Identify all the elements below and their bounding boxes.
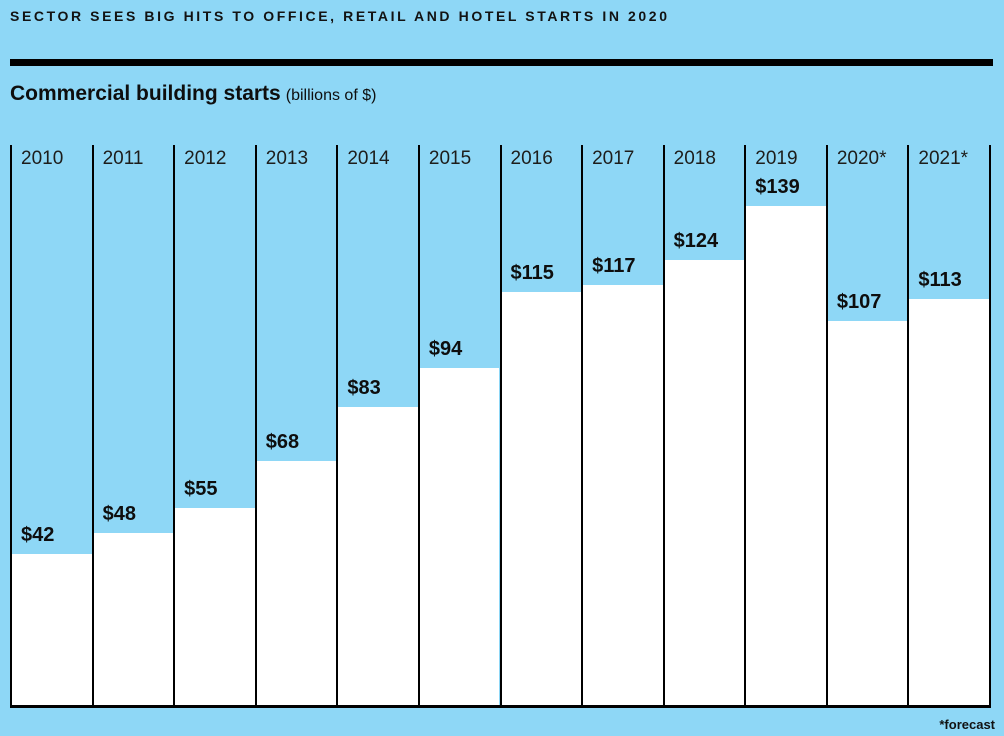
category-label: 2011	[102, 148, 144, 169]
category-label: 2015	[428, 148, 472, 169]
value-label: $55	[184, 478, 218, 500]
bar	[909, 299, 989, 705]
category-label: 2017	[592, 148, 635, 169]
chart-title: Commercial building starts	[10, 82, 281, 105]
chart-title-row: Commercial building starts (billions of $…	[10, 82, 376, 106]
chart-column: 2014 $83	[336, 145, 418, 705]
category-label: 2012	[184, 148, 227, 169]
bar	[256, 461, 337, 705]
value-label: $113	[918, 269, 962, 291]
value-label: $124	[673, 230, 719, 252]
category-label: 2010	[21, 148, 64, 169]
chart-column: 2021* $113	[907, 145, 989, 705]
category-label: 2021*	[918, 148, 969, 169]
headline-kicker: SECTOR SEES BIG HITS TO OFFICE, RETAIL A…	[10, 8, 670, 24]
chart-column: 2017 $117	[581, 145, 663, 705]
chart-column: 2011 $48	[91, 145, 174, 705]
bar	[746, 206, 826, 705]
chart-column: 2016 $115	[499, 145, 582, 705]
chart-column: 2013 $68	[254, 145, 337, 705]
bar	[419, 368, 500, 705]
bar	[664, 260, 745, 705]
bar	[827, 321, 908, 705]
value-label: $48	[102, 503, 136, 525]
value-label: $115	[510, 262, 554, 284]
chart-subtitle: (billions of $)	[285, 87, 377, 104]
category-label: 2018	[673, 148, 716, 169]
category-label: 2013	[265, 148, 309, 169]
chart-column: 2019 $139	[744, 145, 826, 705]
bar	[12, 554, 92, 705]
chart-column: 2012 $55	[173, 145, 255, 705]
bar	[583, 285, 663, 705]
bar	[501, 292, 582, 705]
headline-divider-rule	[10, 59, 993, 66]
chart-column: 2015 $94	[417, 145, 500, 705]
value-label: $68	[265, 431, 300, 453]
chart-column: 2020* $107	[825, 145, 908, 705]
chart-column: 2010 $42	[10, 145, 92, 705]
bar-chart: 2010 $42 2011 $48 2012 $55 2013 $68 2014 $83 2015 $…	[10, 145, 991, 708]
forecast-footnote: *forecast	[939, 717, 995, 732]
category-label: 2020*	[836, 148, 887, 169]
category-label: 2016	[510, 148, 553, 169]
category-label: 2019	[755, 148, 798, 169]
bar	[93, 533, 174, 705]
bar	[338, 407, 418, 705]
value-label: $139	[755, 176, 800, 198]
category-label: 2014	[347, 148, 390, 169]
value-label: $94	[428, 338, 463, 360]
value-label: $117	[592, 255, 636, 277]
value-label: $42	[21, 524, 55, 546]
value-label: $107	[836, 291, 882, 313]
chart-column: 2018 $124	[662, 145, 745, 705]
bar	[175, 508, 255, 705]
value-label: $83	[347, 377, 381, 399]
